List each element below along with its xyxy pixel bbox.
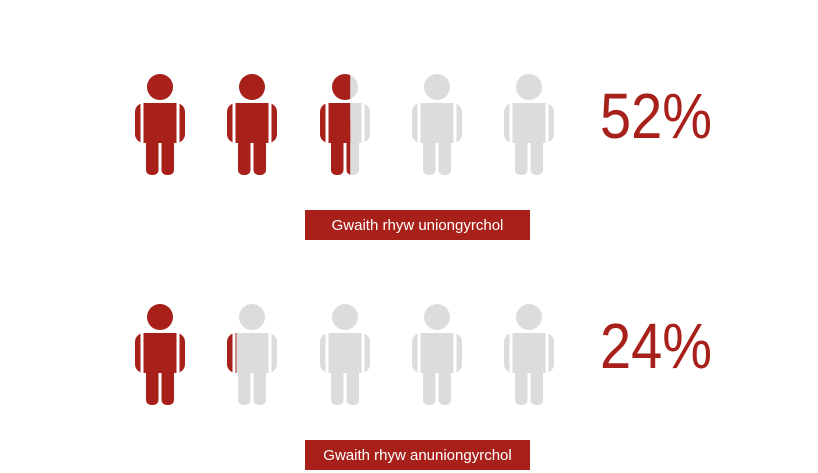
- filled-icon: [227, 333, 237, 375]
- empty-icon: [412, 304, 462, 405]
- filled-icon: [135, 74, 185, 175]
- category-box: [305, 210, 530, 240]
- empty-icon: [504, 74, 554, 175]
- filled-icon: [135, 304, 185, 405]
- filled-icon: [320, 74, 351, 175]
- empty-icon: [504, 304, 554, 405]
- value-label: 52%: [600, 80, 712, 152]
- category-label: Gwaith rhyw anuniongyrchol: [323, 447, 511, 464]
- category-label: Gwaith rhyw uniongyrchol: [332, 217, 504, 234]
- category-box: [305, 440, 530, 470]
- value-label: 24%: [600, 310, 712, 382]
- empty-icon: [227, 304, 277, 405]
- empty-icon: [412, 74, 462, 175]
- filled-icon: [227, 74, 277, 175]
- empty-icon: [320, 304, 370, 405]
